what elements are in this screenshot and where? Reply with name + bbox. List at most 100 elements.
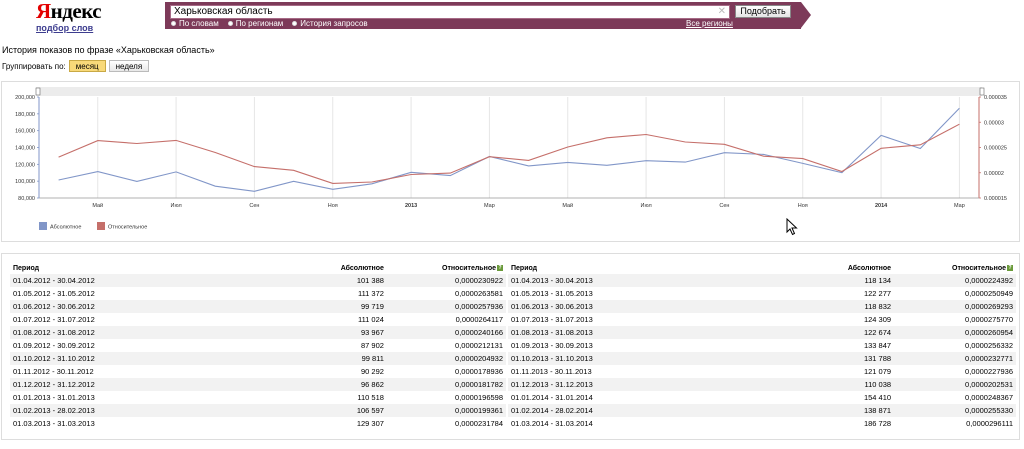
y-left-tick-label: 180,000 — [15, 112, 35, 118]
legend-label: Относительное — [108, 225, 147, 231]
row-absolute: 124 309 — [772, 313, 895, 326]
table-row: 01.07.2012 - 31.07.2012 111 024 0,00002641… — [10, 313, 506, 326]
table-row: 01.04.2012 - 30.04.2012 101 388 0,00002309… — [10, 274, 506, 287]
table-row: 01.03.2014 - 31.03.2014 186 728 0,00002961… — [508, 417, 1016, 430]
y-left-tick-label: 80,000 — [18, 196, 35, 202]
row-period: 01.09.2013 - 30.09.2013 — [508, 339, 773, 352]
row-absolute: 87 902 — [277, 339, 387, 352]
table-row: 01.11.2013 - 30.11.2013 121 079 0,00002279… — [508, 365, 1016, 378]
row-relative: 0,0000224392 — [894, 274, 1016, 287]
pick-button[interactable]: Подобрать — [735, 5, 791, 18]
series-line-absolute — [58, 107, 960, 192]
row-absolute: 122 674 — [772, 326, 895, 339]
row-absolute: 111 024 — [277, 313, 387, 326]
x-tick-label: Июл — [170, 203, 181, 209]
col-period: Период — [13, 264, 40, 272]
y-left-tick-label: 160,000 — [15, 129, 35, 135]
row-absolute: 129 307 — [277, 417, 387, 430]
row-relative: 0,0000227936 — [894, 365, 1016, 378]
row-relative: 0,0000232771 — [894, 352, 1016, 365]
help-icon[interactable]: ? — [1007, 264, 1013, 271]
all-regions-link[interactable]: Все регионы — [686, 19, 733, 28]
row-period: 01.01.2014 - 31.01.2014 — [508, 391, 773, 404]
table-row: 01.10.2012 - 31.10.2012 99 811 0,000020493… — [10, 352, 506, 365]
row-period: 01.07.2013 - 31.07.2013 — [508, 313, 773, 326]
row-period: 01.11.2013 - 30.11.2013 — [508, 365, 773, 378]
row-absolute: 110 038 — [772, 378, 895, 391]
table-row: 01.08.2013 - 31.08.2013 122 674 0,00002609… — [508, 326, 1016, 339]
row-relative: 0,0000263581 — [386, 287, 506, 300]
series-line-relative — [58, 123, 960, 184]
row-period: 01.10.2013 - 31.10.2013 — [508, 352, 773, 365]
row-period: 01.04.2012 - 30.04.2012 — [10, 274, 278, 287]
col-absolute: Абсолютное — [847, 264, 892, 272]
row-absolute: 99 811 — [277, 352, 387, 365]
row-relative: 0,0000250949 — [894, 287, 1016, 300]
group-week-button[interactable]: неделя — [108, 60, 150, 72]
row-relative: 0,0000260954 — [894, 326, 1016, 339]
group-month-button[interactable]: месяц — [68, 60, 106, 72]
row-period: 01.12.2012 - 31.12.2012 — [10, 378, 278, 391]
page-title: История показов по фразе «Харьковская об… — [2, 45, 215, 55]
mouse-cursor-icon — [786, 218, 798, 236]
table-row: 01.12.2012 - 31.12.2012 96 862 0,000018178… — [10, 378, 506, 391]
history-chart: Май Июл Сен Ноя 2013 Мар Май Июл Сен Ноя 2014 Мар 80… — [1, 81, 1020, 242]
y-left-tick-label: 200,000 — [15, 95, 35, 101]
table-row: 01.02.2014 - 28.02.2014 138 871 0,00002553… — [508, 404, 1016, 417]
row-period: 01.03.2014 - 31.03.2014 — [508, 417, 773, 430]
search-input-value: Харьковская область — [174, 6, 273, 17]
y-left-tick-label: 100,000 — [15, 179, 35, 185]
row-relative: 0,0000255330 — [894, 404, 1016, 417]
row-absolute: 90 292 — [277, 365, 387, 378]
legend-swatch — [39, 222, 47, 230]
radio-label: История запросов — [300, 19, 368, 28]
search-input[interactable]: Харьковская область ✕ — [170, 5, 730, 19]
col-relative: Относительное? — [894, 262, 1016, 274]
y-right-tick-label: 0.000025 — [984, 146, 1007, 152]
group-by-label: Группировать по: — [2, 61, 66, 71]
history-table-right: Период Абсолютное Относительное? 01.04.2… — [508, 262, 1016, 430]
radio-dot-icon — [171, 21, 176, 26]
legend-swatch — [97, 222, 105, 230]
row-relative: 0,0000240166 — [386, 326, 506, 339]
row-relative: 0,0000296111 — [894, 417, 1016, 430]
x-tick-label: Сен — [719, 203, 729, 209]
table-row: 01.05.2013 - 31.05.2013 122 277 0,00002509… — [508, 287, 1016, 300]
row-absolute: 133 847 — [772, 339, 895, 352]
row-absolute: 111 372 — [277, 287, 387, 300]
help-icon[interactable]: ? — [497, 264, 503, 271]
radio-by-words[interactable]: По словам — [171, 19, 219, 28]
table-row: 01.11.2012 - 30.11.2012 90 292 0,000017893… — [10, 365, 506, 378]
search-mode-radios: По словам По регионам История запросов — [171, 19, 377, 28]
logo-text: Яндекс — [36, 0, 102, 22]
radio-history[interactable]: История запросов — [292, 19, 368, 28]
table-header-row: Период Абсолютное Относительное? — [10, 262, 506, 274]
radio-by-regions[interactable]: По регионам — [227, 19, 283, 28]
plot-area — [39, 97, 979, 198]
clear-icon[interactable]: ✕ — [717, 6, 726, 17]
row-absolute: 118 832 — [772, 300, 895, 313]
wordstat-link[interactable]: подбор слов — [36, 23, 94, 33]
table-row: 01.09.2013 - 30.09.2013 133 847 0,00002563… — [508, 339, 1016, 352]
row-relative: 0,0000204932 — [386, 352, 506, 365]
table-row: 01.03.2013 - 31.03.2013 129 307 0,00002317… — [10, 417, 506, 430]
chart-svg: Май Июл Сен Ноя 2013 Мар Май Июл Сен Ноя 2014 Мар 80… — [15, 87, 1007, 231]
yandex-logo[interactable]: Яндекс подбор слов — [36, 0, 102, 33]
x-tick-label: 2014 — [875, 203, 888, 209]
row-period: 01.08.2013 - 31.08.2013 — [508, 326, 773, 339]
row-relative: 0,0000248367 — [894, 391, 1016, 404]
row-period: 01.01.2013 - 31.01.2013 — [10, 391, 278, 404]
row-relative: 0,0000199361 — [386, 404, 506, 417]
row-relative: 0,0000275770 — [894, 313, 1016, 326]
x-tick-label: Мар — [484, 203, 495, 209]
scroll-handle-right — [979, 87, 985, 96]
col-relative: Относительное? — [387, 262, 506, 274]
row-period: 01.09.2012 - 30.09.2012 — [10, 339, 278, 352]
row-absolute: 186 728 — [772, 417, 895, 430]
table-row: 01.04.2013 - 30.04.2013 118 134 0,00002243… — [508, 274, 1016, 287]
x-tick-label: 2013 — [405, 203, 417, 209]
row-absolute: 118 134 — [772, 274, 895, 287]
legend-label: Абсолютное — [50, 225, 81, 231]
row-absolute: 101 388 — [277, 274, 387, 287]
chart-scroll-strip — [36, 87, 982, 96]
